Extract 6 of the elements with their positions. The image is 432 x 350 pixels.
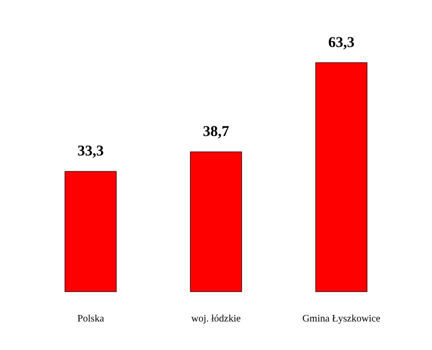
x-tick-label: woj. łódzkie [191,314,242,324]
data-label: 38,7 [202,124,230,140]
x-tick-label: Polska [77,314,105,324]
data-label: 33,3 [78,144,104,160]
x-tick-label: Gmina Łyszkowice [302,314,381,324]
data-label: 63,3 [328,34,354,51]
